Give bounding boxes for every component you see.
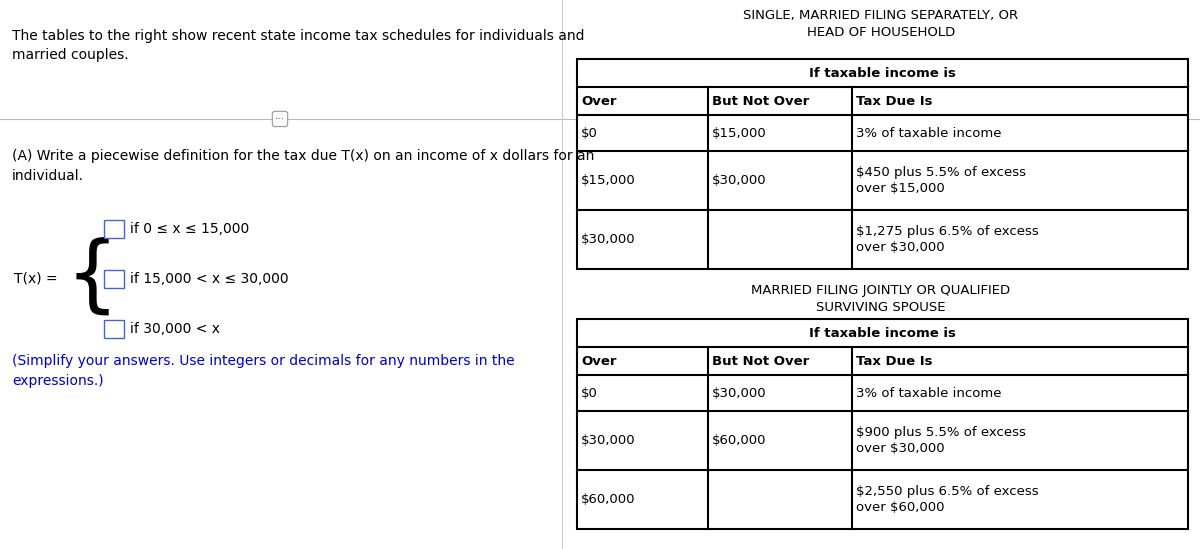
Text: $30,000: $30,000 <box>713 386 767 400</box>
Text: $450 plus 5.5% of excess
over $15,000: $450 plus 5.5% of excess over $15,000 <box>856 166 1026 195</box>
Text: If taxable income is: If taxable income is <box>809 327 956 340</box>
Bar <box>577 59 1188 269</box>
Bar <box>577 319 1188 529</box>
Text: MARRIED FILING JOINTLY OR QUALIFIED
SURVIVING SPOUSE: MARRIED FILING JOINTLY OR QUALIFIED SURV… <box>751 284 1010 314</box>
Bar <box>104 270 124 288</box>
Text: Tax Due Is: Tax Due Is <box>856 355 932 368</box>
Text: But Not Over: But Not Over <box>713 95 810 108</box>
Text: SINGLE, MARRIED FILING SEPARATELY, OR
HEAD OF HOUSEHOLD: SINGLE, MARRIED FILING SEPARATELY, OR HE… <box>744 9 1019 39</box>
Text: $0: $0 <box>581 386 598 400</box>
Text: Over: Over <box>581 95 617 108</box>
Text: if 15,000 < x ≤ 30,000: if 15,000 < x ≤ 30,000 <box>130 272 289 286</box>
Text: $900 plus 5.5% of excess
over $30,000: $900 plus 5.5% of excess over $30,000 <box>856 426 1026 456</box>
Bar <box>577 59 1188 269</box>
Text: If taxable income is: If taxable income is <box>809 66 956 80</box>
Text: 3% of taxable income: 3% of taxable income <box>856 386 1002 400</box>
Text: $30,000: $30,000 <box>713 174 767 187</box>
Text: $30,000: $30,000 <box>581 434 636 447</box>
Text: The tables to the right show recent state income tax schedules for individuals a: The tables to the right show recent stat… <box>12 29 584 63</box>
Bar <box>577 319 1188 529</box>
Text: $60,000: $60,000 <box>713 434 767 447</box>
Text: (A) Write a piecewise definition for the tax due T(x) on an income of x dollars : (A) Write a piecewise definition for the… <box>12 149 594 182</box>
Text: if 30,000 < x: if 30,000 < x <box>130 322 220 336</box>
Text: $1,275 plus 6.5% of excess
over $30,000: $1,275 plus 6.5% of excess over $30,000 <box>856 225 1039 254</box>
Text: {: { <box>66 237 119 317</box>
Text: ···: ··· <box>275 114 286 124</box>
Text: (Simplify your answers. Use integers or decimals for any numbers in the
expressi: (Simplify your answers. Use integers or … <box>12 354 515 388</box>
Text: $15,000: $15,000 <box>713 127 767 140</box>
Text: $60,000: $60,000 <box>581 493 636 506</box>
Text: Over: Over <box>581 355 617 368</box>
Text: if 0 ≤ x ≤ 15,000: if 0 ≤ x ≤ 15,000 <box>130 222 250 236</box>
Text: $15,000: $15,000 <box>581 174 636 187</box>
Text: Tax Due Is: Tax Due Is <box>856 95 932 108</box>
Text: 3% of taxable income: 3% of taxable income <box>856 127 1002 140</box>
Text: But Not Over: But Not Over <box>713 355 810 368</box>
Text: $2,550 plus 6.5% of excess
over $60,000: $2,550 plus 6.5% of excess over $60,000 <box>856 485 1038 514</box>
Bar <box>104 320 124 338</box>
Text: $0: $0 <box>581 127 598 140</box>
Bar <box>104 220 124 238</box>
Text: $30,000: $30,000 <box>581 233 636 246</box>
Text: T(x) =: T(x) = <box>14 272 58 286</box>
